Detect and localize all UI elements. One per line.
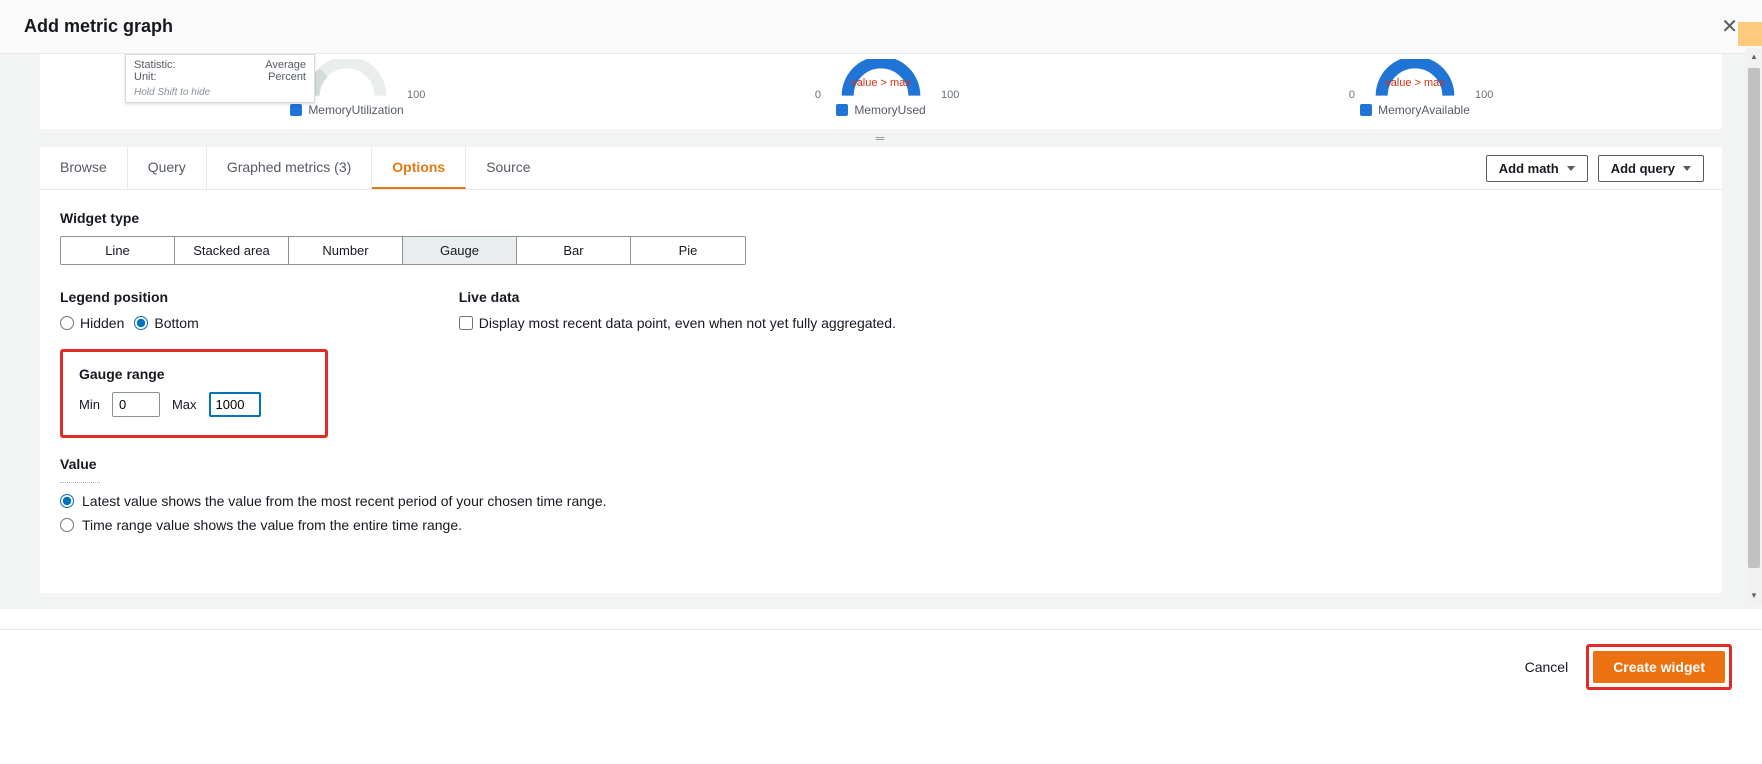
divider — [60, 482, 100, 483]
tab-browse[interactable]: Browse — [40, 147, 128, 189]
legend-bottom-radio[interactable]: Bottom — [134, 315, 198, 331]
gauge-range-highlight-box: Gauge range Min Max — [60, 349, 328, 438]
tab-row: Browse Query Graphed metrics (3) Options… — [40, 147, 1722, 190]
create-widget-button[interactable]: Create widget — [1593, 651, 1725, 683]
tab-source[interactable]: Source — [466, 147, 550, 189]
modal-title: Add metric graph — [24, 16, 173, 37]
tooltip-unit-label: Unit: — [134, 71, 157, 83]
gauge-min-label: 0 — [815, 89, 821, 101]
widget-type-group: Line Stacked area Number Gauge Bar Pie — [60, 236, 746, 265]
legend-label: MemoryUtilization — [308, 103, 403, 117]
legend-swatch-icon — [836, 104, 848, 116]
gauge-memory-available: 0 100 value > max MemoryAvailable — [1148, 59, 1682, 121]
live-data-label: Live data — [459, 289, 896, 305]
gauge-max-label: 100 — [941, 89, 959, 101]
close-icon[interactable]: ✕ — [1721, 14, 1738, 39]
tooltip-unit-value: Percent — [268, 71, 306, 83]
gauge-min-label: 0 — [1349, 89, 1355, 101]
tab-options[interactable]: Options — [372, 147, 466, 189]
scroll-up-icon[interactable]: ▲ — [1746, 48, 1762, 64]
gauge-warning-text: value > max — [1385, 77, 1445, 89]
widget-type-label: Widget type — [60, 210, 1702, 226]
max-label: Max — [172, 397, 197, 412]
gauge-warning-text: value > max — [851, 77, 911, 89]
value-latest-radio[interactable]: Latest value shows the value from the mo… — [60, 493, 1702, 509]
tooltip-stat-label: Statistic: — [134, 59, 176, 71]
scrollbar-thumb[interactable] — [1748, 68, 1760, 568]
value-label: Value — [60, 456, 1702, 472]
gauge-preview-row: Statistic: Average Unit: Percent Hold Shif… — [40, 54, 1722, 129]
tab-query[interactable]: Query — [128, 147, 207, 189]
resize-handle-icon[interactable]: ═ — [40, 129, 1722, 147]
widget-type-line[interactable]: Line — [61, 237, 175, 264]
tab-graphed-metrics[interactable]: Graphed metrics (3) — [207, 147, 372, 189]
tooltip-stat-value: Average — [265, 59, 306, 71]
background-accent-strip — [1738, 22, 1762, 46]
gauge-max-label: 100 — [1475, 89, 1493, 101]
legend-swatch-icon — [1360, 104, 1372, 116]
stat-tooltip: Statistic: Average Unit: Percent Hold Shif… — [125, 54, 315, 103]
gauge-max-label: 100 — [407, 89, 425, 101]
legend-label: MemoryAvailable — [1378, 103, 1470, 117]
gauge-memory-used: 0 100 value > max MemoryUsed — [614, 59, 1148, 121]
min-label: Min — [79, 397, 100, 412]
modal-header: Add metric graph ✕ — [0, 0, 1762, 54]
add-math-button[interactable]: Add math — [1486, 155, 1588, 182]
legend-label: MemoryUsed — [854, 103, 925, 117]
scroll-down-icon[interactable]: ▼ — [1746, 587, 1762, 603]
gauge-max-input[interactable] — [209, 392, 261, 417]
tooltip-hint: Hold Shift to hide — [134, 87, 306, 98]
legend-swatch-icon — [290, 104, 302, 116]
widget-type-stacked-area[interactable]: Stacked area — [175, 237, 289, 264]
widget-type-gauge[interactable]: Gauge — [403, 237, 517, 264]
options-panel: Widget type Line Stacked area Number Gau… — [40, 190, 1722, 593]
cancel-button[interactable]: Cancel — [1525, 659, 1569, 675]
gauge-range-label: Gauge range — [79, 366, 309, 382]
vertical-scrollbar[interactable]: ▲ ▼ — [1746, 48, 1762, 603]
modal-body: Statistic: Average Unit: Percent Hold Shif… — [0, 54, 1762, 609]
chevron-down-icon — [1567, 166, 1575, 171]
value-time-range-radio[interactable]: Time range value shows the value from th… — [60, 517, 1702, 533]
add-query-button[interactable]: Add query — [1598, 155, 1704, 182]
legend-hidden-radio[interactable]: Hidden — [60, 315, 124, 331]
widget-type-number[interactable]: Number — [289, 237, 403, 264]
modal-footer: Cancel Create widget — [0, 629, 1762, 704]
widget-type-bar[interactable]: Bar — [517, 237, 631, 264]
legend-position-label: Legend position — [60, 289, 199, 305]
chevron-down-icon — [1683, 166, 1691, 171]
gauge-min-input[interactable] — [112, 392, 160, 417]
widget-type-pie[interactable]: Pie — [631, 237, 745, 264]
create-widget-highlight-box: Create widget — [1586, 644, 1732, 690]
live-data-checkbox[interactable]: Display most recent data point, even whe… — [459, 315, 896, 331]
